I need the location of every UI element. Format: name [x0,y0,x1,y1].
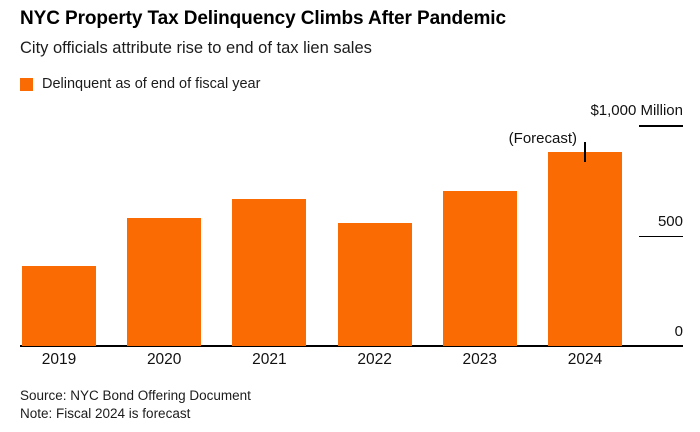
x-tick-label-2021: 2021 [252,351,287,368]
bar-2024 [548,151,622,346]
y-tick-label-500: 500 [657,212,683,230]
bar-2022 [337,223,412,346]
source-note: Source: NYC Bond Offering Document [20,388,251,403]
forecast-annotation: (Forecast) [508,130,577,147]
bar-2020 [127,217,202,346]
y-tick-line-500 [639,235,683,237]
bar-2021 [232,199,307,346]
y-tick-label-1000: $1,000 Million [590,102,683,119]
forecast-note: Note: Fiscal 2024 is forecast [20,405,191,421]
x-tick-label-2022: 2022 [357,351,392,368]
x-tick-label-2019: 2019 [41,351,77,368]
footnotes: Source: NYC Bond Offering Document Note:… [20,387,251,422]
x-tick-label-2020: 2020 [146,351,182,368]
x-tick-label-2023: 2023 [462,351,498,368]
x-tick-label-2024: 2024 [567,351,603,368]
bar-2023 [442,191,517,346]
y-tick-label-0: 0 [674,323,683,340]
forecast-tick-line [584,142,586,162]
legend: Delinquent as of end of fiscal year [20,76,260,92]
legend-label: Delinquent as of end of fiscal year [42,76,261,92]
chart-subtitle: City officials attribute rise to end of … [20,39,372,57]
y-tick-line-1000 [639,125,683,127]
bar-2019 [22,266,96,346]
legend-swatch-icon [20,77,33,91]
chart-title: NYC Property Tax Delinquency Climbs Afte… [20,8,506,29]
